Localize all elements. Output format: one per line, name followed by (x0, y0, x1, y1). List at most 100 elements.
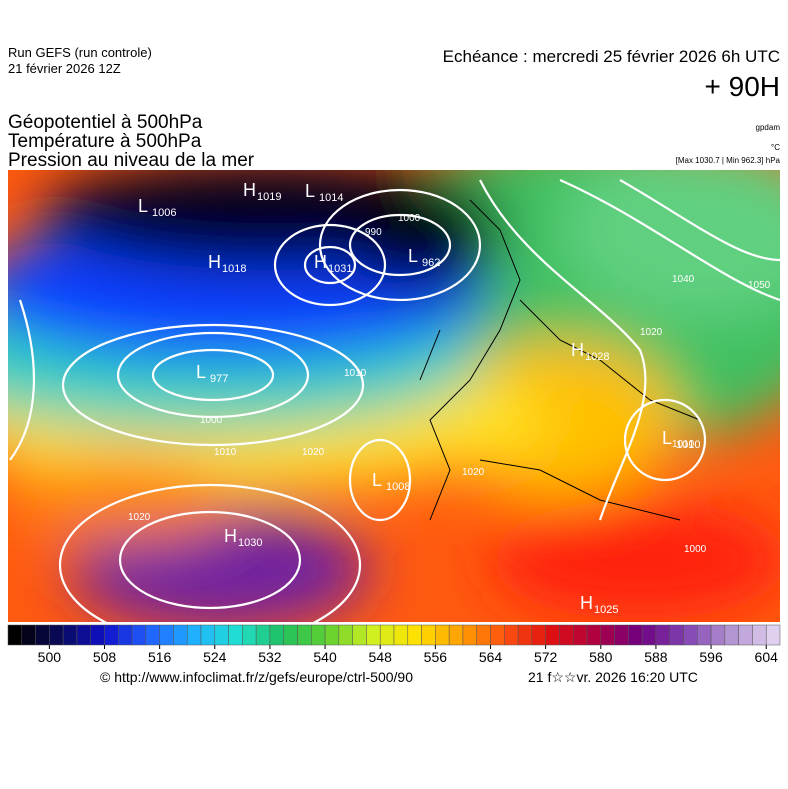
center-type: H (208, 252, 221, 272)
colorbar-swatch (131, 624, 147, 646)
colorbar-tick-label: 548 (369, 649, 393, 665)
echeance: Echéance : mercredi 25 février 2026 6h U… (443, 47, 780, 66)
colorbar-swatch (572, 624, 588, 646)
colorbar-swatch (765, 624, 781, 646)
isobar-label: 990 (365, 227, 382, 238)
colorbar-swatch (545, 624, 560, 646)
center-value: 962 (422, 257, 440, 269)
title-line: Température à 500hPa (8, 131, 202, 152)
colorbar-swatch (752, 624, 767, 646)
colorbar-swatch (683, 624, 698, 646)
colorbar-swatch (283, 624, 298, 646)
colorbar-swatch (628, 624, 643, 646)
colorbar-tick-label: 572 (534, 649, 558, 665)
colorbar-swatch (173, 624, 188, 646)
center-value: 1025 (594, 604, 618, 616)
colorbar-swatch (352, 624, 367, 646)
colorbar-swatch (324, 624, 340, 646)
unit: °C (771, 143, 780, 152)
title-line: Pression au niveau de la mer (8, 150, 255, 171)
colorbar-swatch (90, 624, 105, 646)
center-value: 1030 (238, 537, 262, 549)
colorbar-swatch (21, 624, 36, 646)
run-label: Run GEFS (run controle) (8, 45, 152, 60)
colorbar-swatch (62, 624, 78, 646)
center-type: L (138, 196, 148, 216)
center-type: H (580, 593, 593, 613)
isobar-label: 1050 (748, 280, 771, 291)
center-type: H (314, 252, 327, 272)
colorbar-swatch (76, 624, 91, 646)
center-type: H (243, 180, 256, 200)
colorbar-swatch (311, 624, 326, 646)
colorbar-swatch (379, 624, 395, 646)
colorbar-swatch (448, 624, 464, 646)
colorbar-tick-label: 556 (424, 649, 448, 665)
colorbar-swatch (724, 624, 739, 646)
isobar-label: 1020 (462, 467, 485, 478)
colorbar-tick-label: 532 (258, 649, 282, 665)
colorbar-swatch (531, 624, 546, 646)
colorbar-swatch (7, 624, 23, 646)
colorbar-swatch (462, 624, 477, 646)
colorbar-swatch (186, 624, 202, 646)
colorbar-swatch (200, 624, 216, 646)
center-value: 1019 (257, 191, 281, 203)
colorbar-swatch (600, 624, 615, 646)
center-type: L (408, 246, 418, 266)
center-value: 1008 (386, 481, 410, 493)
colorbar-swatch (255, 624, 271, 646)
isobar-label: 1020 (302, 447, 325, 458)
colorbar-tick-label: 596 (699, 649, 723, 665)
colorbar-tick-label: 564 (479, 649, 503, 665)
colorbar-swatch (697, 624, 712, 646)
center-type: L (196, 362, 206, 382)
colorbar-swatch (435, 624, 450, 646)
colorbar-swatch (242, 624, 257, 646)
colorbar-swatch (159, 624, 174, 646)
isobar-label: 1020 (640, 327, 663, 338)
unit: [Max 1030.7 | Min 962.3] hPa (676, 156, 781, 165)
center-type: L (305, 181, 315, 201)
colorbar-swatch (118, 624, 133, 646)
isobar-label: 1010 (344, 368, 367, 379)
colorbar-swatch (517, 624, 533, 646)
colorbar-swatch (614, 624, 629, 646)
isobar-label: 1000 (200, 415, 223, 426)
colorbar-swatch (476, 624, 491, 646)
colorbar-swatch (297, 624, 312, 646)
colorbar-swatch (504, 624, 519, 646)
center-type: H (224, 526, 237, 546)
colorbar-swatch (710, 624, 726, 646)
colorbar-swatch (269, 624, 284, 646)
colorbar-tick-label: 524 (203, 649, 227, 665)
center-type: L (662, 428, 672, 448)
center-type: L (372, 470, 382, 490)
colorbar-swatch (366, 624, 381, 646)
colorbar-swatch (49, 624, 64, 646)
center-value: 1010 (676, 439, 700, 451)
colorbar-tick-label: 588 (644, 649, 668, 665)
lead-time: + 90H (705, 71, 781, 102)
isobar-label: 1010 (214, 447, 237, 458)
colorbar-swatch (655, 624, 670, 646)
colorbar-swatch (228, 624, 243, 646)
colorbar-swatch (145, 624, 160, 646)
colorbar-swatch (669, 624, 684, 646)
colorbar-tick-label: 516 (148, 649, 172, 665)
center-value: 1014 (319, 192, 343, 204)
unit: gpdam (756, 123, 781, 132)
center-type: H (571, 340, 584, 360)
colorbar-swatch (738, 624, 753, 646)
colorbar-tick-label: 508 (93, 649, 117, 665)
colorbar-swatch (35, 624, 50, 646)
center-value: 1006 (152, 207, 176, 219)
colorbar-tick-label: 500 (38, 649, 62, 665)
center-value: 977 (210, 373, 228, 385)
colorbar-swatch (338, 624, 353, 646)
footer-url: © http://www.infoclimat.fr/z/gefs/europe… (100, 669, 413, 685)
isobar-label: 1000 (684, 544, 707, 555)
colorbar-swatch (490, 624, 505, 646)
colorbar-swatch (641, 624, 657, 646)
colorbar-swatch (393, 624, 409, 646)
